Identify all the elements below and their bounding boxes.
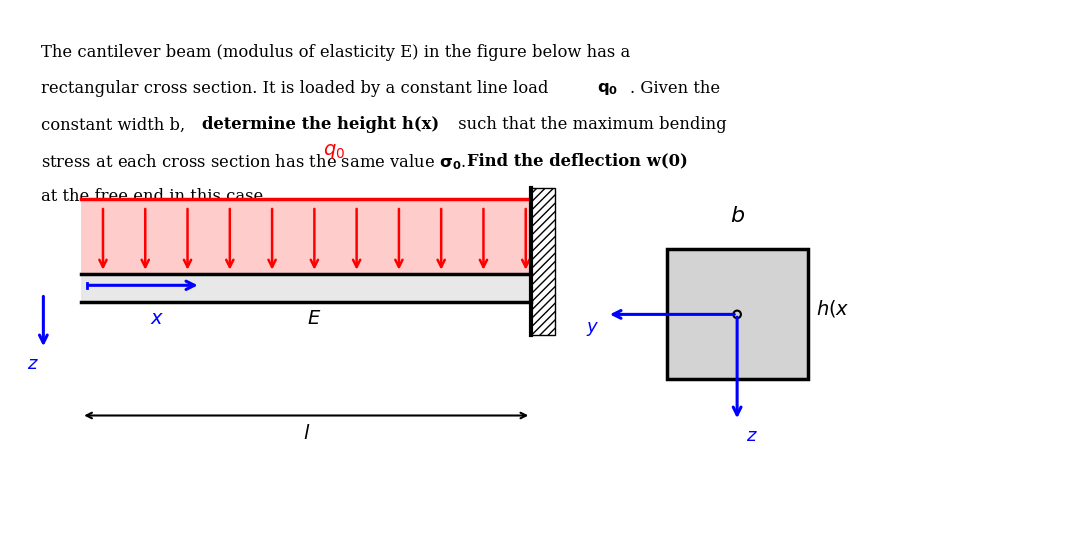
Text: $x$: $x$ [150, 310, 165, 328]
Text: $y$: $y$ [586, 320, 599, 338]
Text: $\mathbf{q_0}$: $\mathbf{q_0}$ [597, 80, 619, 98]
Text: rectangular cross section. It is loaded by a constant line load: rectangular cross section. It is loaded … [41, 80, 554, 98]
Text: stress at each cross section has the same value $\mathbf{\sigma_0}$.: stress at each cross section has the sam… [41, 152, 468, 172]
Bar [81, 274, 531, 302]
Text: $z$: $z$ [27, 355, 38, 372]
Text: constant width b,: constant width b, [41, 116, 191, 134]
Text: $b$: $b$ [730, 205, 745, 227]
Text: $q_0$: $q_0$ [323, 142, 345, 161]
Text: $h(x$: $h(x$ [816, 299, 850, 319]
Text: Find the deflection w(0): Find the deflection w(0) [467, 152, 688, 170]
Bar [81, 199, 531, 274]
Text: The cantilever beam (modulus of elasticity E) in the figure below has a: The cantilever beam (modulus of elastici… [41, 44, 631, 61]
Bar [667, 249, 808, 379]
Text: such that the maximum bending: such that the maximum bending [453, 116, 726, 134]
Text: determine the height h(x): determine the height h(x) [202, 116, 439, 134]
Text: at the free end in this case.: at the free end in this case. [41, 188, 269, 206]
Text: . Given the: . Given the [630, 80, 720, 98]
Bar [531, 188, 555, 335]
Text: $l$: $l$ [302, 424, 310, 443]
Text: $E$: $E$ [307, 310, 322, 328]
Text: $z$: $z$ [746, 427, 758, 444]
